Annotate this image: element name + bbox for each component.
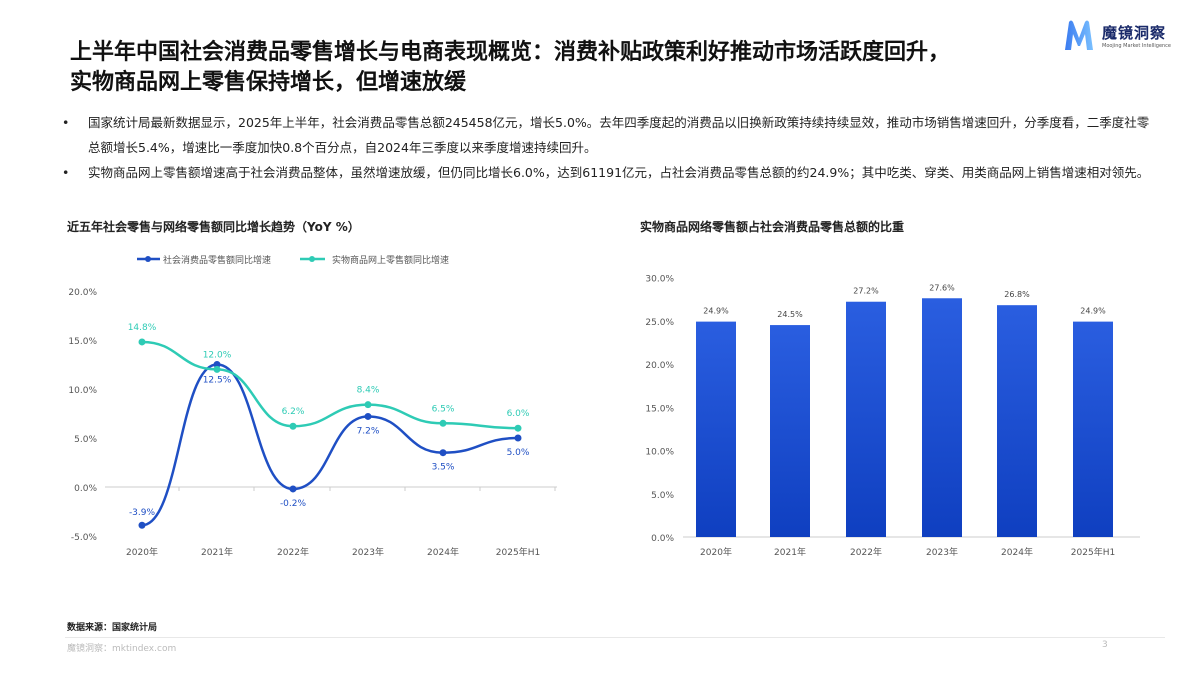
data-point	[364, 412, 372, 420]
x-tick-label: 2024年	[1001, 546, 1033, 558]
bar	[846, 301, 886, 537]
y-tick-label: 15.0%	[645, 404, 674, 414]
title-line-1: 上半年中国社会消费品零售增长与电商表现概览：消费补贴政策利好推动市场活跃度回升，	[70, 40, 951, 65]
data-point	[514, 424, 522, 432]
y-tick-label: 0.0%	[74, 484, 97, 494]
x-tick-label: 2021年	[201, 546, 233, 558]
data-source: 数据来源：国家统计局	[67, 623, 158, 633]
data-label: 14.8%	[128, 323, 157, 333]
data-label: 12.5%	[203, 376, 232, 386]
data-point	[138, 338, 146, 346]
legend-label-retail: 社会消费品零售额同比增速	[163, 254, 271, 266]
page-number: 3	[1102, 640, 1108, 650]
y-tick-label: 20.0%	[645, 361, 674, 371]
line-chart: 社会消费品零售额同比增速 实物商品网上零售额同比增速 20.0% 15.0% 10.0%…	[68, 254, 557, 558]
data-point	[364, 401, 372, 409]
y-tick-label: 5.0%	[651, 491, 674, 501]
y-tick-label: 10.0%	[68, 386, 97, 396]
line-chart-title: 近五年社会零售与网络零售额同比增长趋势（YoY %）	[67, 220, 360, 234]
title-line-2: 实物商品网上零售保持增长，但增速放缓	[70, 70, 467, 95]
footer-site: 魔镜洞察：mktindex.com	[67, 644, 177, 654]
x-tick-label: 2023年	[926, 546, 958, 558]
data-label: 24.9%	[1080, 307, 1106, 316]
data-label: 6.5%	[432, 404, 455, 414]
bullet-item: 国家统计局最新数据显示，2025年上半年，社会消费品零售总额245458亿元，增…	[62, 110, 1152, 160]
data-label: 24.9%	[703, 307, 729, 316]
data-label: -0.2%	[280, 499, 307, 509]
logo-tagline: Moojing Market Intelligence	[1102, 42, 1172, 49]
y-tick-label: -5.0%	[71, 533, 98, 543]
data-label: 8.4%	[357, 386, 380, 396]
bar	[1073, 321, 1113, 537]
y-tick-label: 20.0%	[68, 288, 97, 298]
y-tick-label: 25.0%	[645, 318, 674, 328]
legend-marker-online	[309, 256, 315, 262]
bar-chart-title: 实物商品网络零售额占社会消费品零售总额的比重	[640, 220, 905, 234]
x-tick-label: 2020年	[126, 546, 158, 558]
page-title: 上半年中国社会消费品零售增长与电商表现概览：消费补贴政策利好推动市场活跃度回升，…	[70, 38, 1070, 98]
legend-label-online: 实物商品网上零售额同比增速	[332, 254, 449, 266]
x-tick-label: 2020年	[700, 546, 732, 558]
bar	[922, 298, 962, 537]
y-tick-label: 10.0%	[645, 448, 674, 458]
x-tick-label: 2024年	[427, 546, 459, 558]
x-tick-label: 2025年H1	[496, 546, 540, 558]
bar	[997, 305, 1037, 537]
bar-chart: 30.0% 25.0% 20.0% 15.0% 10.0% 5.0% 0.0% 24.9% 20…	[645, 275, 1140, 558]
data-label: 5.0%	[507, 448, 530, 458]
y-tick-label: 15.0%	[68, 337, 97, 347]
data-point	[514, 434, 522, 442]
data-point	[213, 365, 221, 373]
series-line-0	[141, 363, 519, 527]
bullet-list: 国家统计局最新数据显示，2025年上半年，社会消费品零售总额245458亿元，增…	[62, 110, 1152, 185]
data-label: -3.9%	[129, 508, 156, 518]
logo: 魔镜洞察 Moojing Market Intelligence	[1062, 18, 1171, 52]
legend-marker-retail	[145, 256, 151, 262]
data-label: 7.2%	[357, 426, 380, 436]
x-tick-label: 2022年	[850, 546, 882, 558]
series-line-1	[141, 340, 519, 430]
data-label: 6.2%	[282, 407, 305, 417]
x-tick-label: 2025年H1	[1071, 546, 1115, 558]
data-point	[138, 521, 146, 529]
data-point	[289, 485, 297, 493]
data-point	[439, 449, 447, 457]
x-tick-label: 2022年	[277, 546, 309, 558]
x-tick-label: 2021年	[774, 546, 806, 558]
footer-divider	[65, 637, 1165, 638]
data-label: 27.6%	[929, 283, 955, 292]
data-label: 3.5%	[432, 463, 455, 473]
data-label: 12.0%	[203, 350, 232, 360]
bullet-item: 实物商品网上零售额增速高于社会消费品整体，虽然增速放缓，但仍同比增长6.0%，达…	[62, 160, 1152, 185]
y-tick-label: 30.0%	[645, 275, 674, 285]
data-label: 6.0%	[507, 409, 530, 419]
data-point	[289, 422, 297, 430]
y-tick-label: 5.0%	[74, 435, 97, 445]
y-tick-label: 0.0%	[651, 534, 674, 544]
logo-name: 魔镜洞察	[1102, 23, 1167, 42]
data-point	[213, 361, 221, 368]
data-label: 26.8%	[1004, 290, 1030, 299]
logo-m-icon	[1065, 20, 1093, 50]
bar	[770, 325, 810, 537]
data-label: 27.2%	[853, 287, 879, 296]
data-label: 24.5%	[777, 310, 803, 319]
bar	[696, 321, 736, 537]
data-point	[439, 419, 447, 427]
x-tick-label: 2023年	[352, 546, 384, 558]
